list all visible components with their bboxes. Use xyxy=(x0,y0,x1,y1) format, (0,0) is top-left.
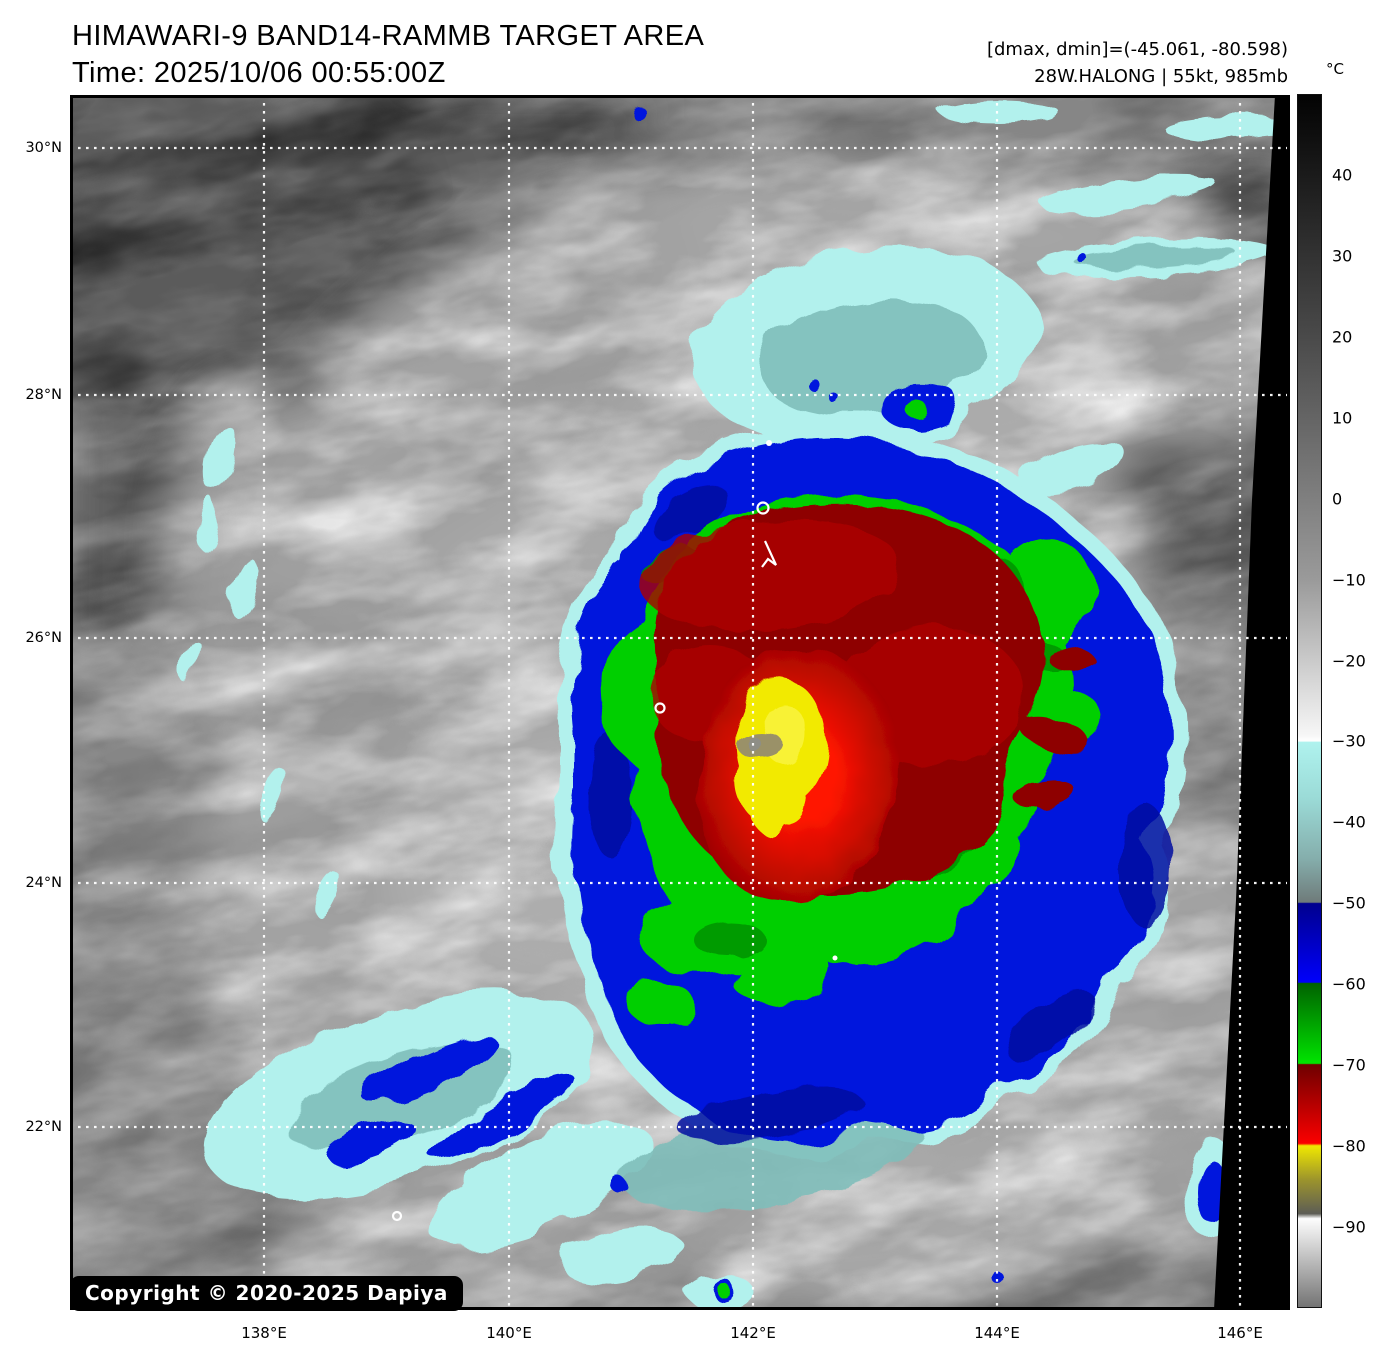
map-frame xyxy=(70,95,1290,1310)
lon-label: 146°E xyxy=(1217,1324,1263,1342)
colorbar-tick: −90 xyxy=(1332,1217,1366,1237)
lat-label: 30°N xyxy=(25,140,62,156)
ir-layer-yellow xyxy=(735,678,826,835)
lat-label: 28°N xyxy=(25,387,62,403)
page-title: HIMAWARI-9 BAND14-RAMMB TARGET AREA xyxy=(72,20,705,52)
lon-label: 138°E xyxy=(241,1324,287,1342)
lat-label: 26°N xyxy=(25,630,62,646)
colorbar-tick: −40 xyxy=(1332,812,1366,832)
timestamp: Time: 2025/10/06 00:55:00Z xyxy=(72,57,446,89)
no-data-wedge xyxy=(1214,95,1290,1310)
graticule xyxy=(70,95,1290,1310)
colorbar-tick: 40 xyxy=(1332,165,1353,185)
colorbar-tick: −10 xyxy=(1332,570,1366,590)
colorbar-tick: 30 xyxy=(1332,246,1353,266)
colorbar-tick: −30 xyxy=(1332,731,1366,751)
lon-label: 142°E xyxy=(730,1324,776,1342)
dmax-dmin-readout: [dmax, dmin]=(-45.061, -80.598) xyxy=(986,39,1288,60)
colorbar-tick: 0 xyxy=(1332,489,1343,509)
colorbar-tick: 20 xyxy=(1332,327,1353,347)
lat-label: 22°N xyxy=(25,1119,62,1135)
storm-info: 28W.HALONG | 55kt, 985mb xyxy=(1034,66,1288,87)
lon-label: 144°E xyxy=(974,1324,1020,1342)
satellite-map xyxy=(70,95,1290,1310)
colorbar-tick: −20 xyxy=(1332,651,1366,671)
title-block: HIMAWARI-9 BAND14-RAMMB TARGET AREA Time… xyxy=(72,18,704,92)
colorbar-tick: 10 xyxy=(1332,408,1353,428)
copyright-badge: Copyright © 2020-2025 Dapiya xyxy=(70,1276,463,1311)
colorbar-tick: −80 xyxy=(1332,1136,1366,1156)
annotation-block: [dmax, dmin]=(-45.061, -80.598) 28W.HALO… xyxy=(987,36,1288,90)
colorbar-tick: −70 xyxy=(1332,1055,1366,1075)
colorbar-tick: −50 xyxy=(1332,893,1366,913)
lat-label: 24°N xyxy=(25,875,62,891)
colorbar-tick: −60 xyxy=(1332,974,1366,994)
colorbar-unit-label: °C xyxy=(1326,60,1344,78)
white-marker-symbols xyxy=(391,440,838,1222)
colorbar-gradient xyxy=(1297,94,1322,1308)
lon-label: 140°E xyxy=(486,1324,532,1342)
ir-layer-navy xyxy=(588,485,1171,1142)
